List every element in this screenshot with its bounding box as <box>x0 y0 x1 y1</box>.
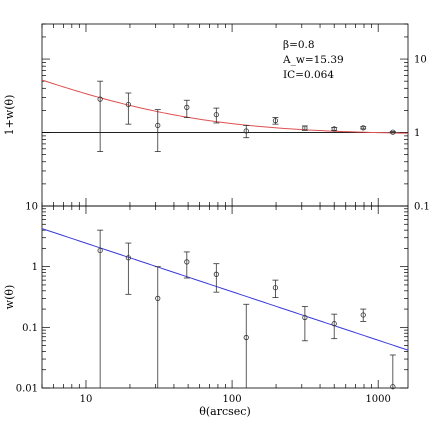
point-marker <box>302 314 308 321</box>
data-point <box>213 107 220 124</box>
point-marker <box>360 125 366 131</box>
x-axis-title: θ(arcsec) <box>199 405 251 418</box>
bottom-panel-ticks <box>41 205 408 389</box>
data-point <box>183 99 190 118</box>
y-tick-label-right: 10 <box>414 55 427 66</box>
x-tick-label: 1000 <box>365 394 390 405</box>
fit-curve <box>41 228 409 351</box>
annotation-amplitude: A_w=15.39 <box>282 54 344 66</box>
fit-annotation: β=0.8 A_w=15.39 IC=0.064 <box>282 39 344 81</box>
data-point <box>154 109 161 153</box>
bottom-panel-frame <box>41 205 409 389</box>
y-tick-label-right: 0.1 <box>414 202 430 213</box>
point-marker <box>184 104 190 110</box>
point-marker <box>213 271 219 277</box>
bottom-y-axis-title: w(θ) <box>3 285 16 310</box>
point-marker <box>243 128 249 134</box>
fit-curve <box>41 79 409 134</box>
data-point <box>154 266 161 388</box>
point-marker <box>272 285 279 291</box>
point-marker <box>184 259 190 265</box>
bottom-panel: 10 100 1000 10 1 0.1 0.01 0.1 <box>16 202 430 406</box>
bottom-panel-tick-labels: 10 100 1000 10 1 0.1 0.01 0.1 <box>16 202 430 406</box>
data-point <box>360 125 367 131</box>
data-point <box>243 303 250 388</box>
data-point <box>272 279 279 298</box>
point-marker <box>213 112 219 118</box>
point-marker <box>125 101 131 108</box>
point-marker <box>243 334 249 341</box>
point-marker <box>125 255 131 261</box>
annotation-ic: IC=0.064 <box>283 69 334 81</box>
point-marker <box>390 129 396 135</box>
data-point <box>389 129 396 135</box>
point-marker <box>97 96 103 102</box>
top-panel: 10 1 <box>41 23 427 207</box>
data-point <box>360 308 367 322</box>
y-tick-label-left: 1 <box>32 262 38 273</box>
annotation-beta: β=0.8 <box>283 39 315 51</box>
data-point <box>97 80 104 153</box>
top-panel-ticks <box>41 23 408 207</box>
y-tick-label-right: 1 <box>414 128 420 139</box>
data-point <box>301 125 308 131</box>
data-point <box>125 242 132 295</box>
point-marker <box>360 312 366 318</box>
point-marker <box>155 122 161 129</box>
top-panel-points <box>97 80 396 153</box>
data-point <box>389 354 396 390</box>
point-marker <box>390 384 396 390</box>
top-panel-fit <box>41 79 409 134</box>
data-point <box>183 251 190 279</box>
bottom-panel-fit <box>41 228 409 351</box>
data-point <box>272 117 279 125</box>
bottom-panel-points <box>97 229 396 390</box>
y-tick-label-left: 0.01 <box>16 384 38 395</box>
data-point <box>301 306 308 342</box>
point-marker <box>302 125 308 131</box>
point-marker <box>331 126 337 132</box>
y-tick-label-left: 10 <box>25 202 38 213</box>
x-tick-label: 10 <box>80 394 93 405</box>
x-tick-label: 100 <box>223 394 242 405</box>
y-tick-label-left: 0.1 <box>22 323 38 334</box>
data-point <box>331 126 338 132</box>
point-marker <box>155 295 161 301</box>
top-panel-frame <box>41 23 409 207</box>
data-point <box>243 125 250 139</box>
data-point <box>331 313 338 340</box>
point-marker <box>97 247 103 254</box>
top-y-axis-title: 1+w(θ) <box>3 95 16 136</box>
point-marker <box>331 321 337 327</box>
top-panel-tick-labels: 10 1 <box>414 55 427 139</box>
data-point <box>213 263 220 293</box>
data-point <box>125 92 132 125</box>
point-marker <box>272 118 279 124</box>
data-point <box>97 229 104 388</box>
